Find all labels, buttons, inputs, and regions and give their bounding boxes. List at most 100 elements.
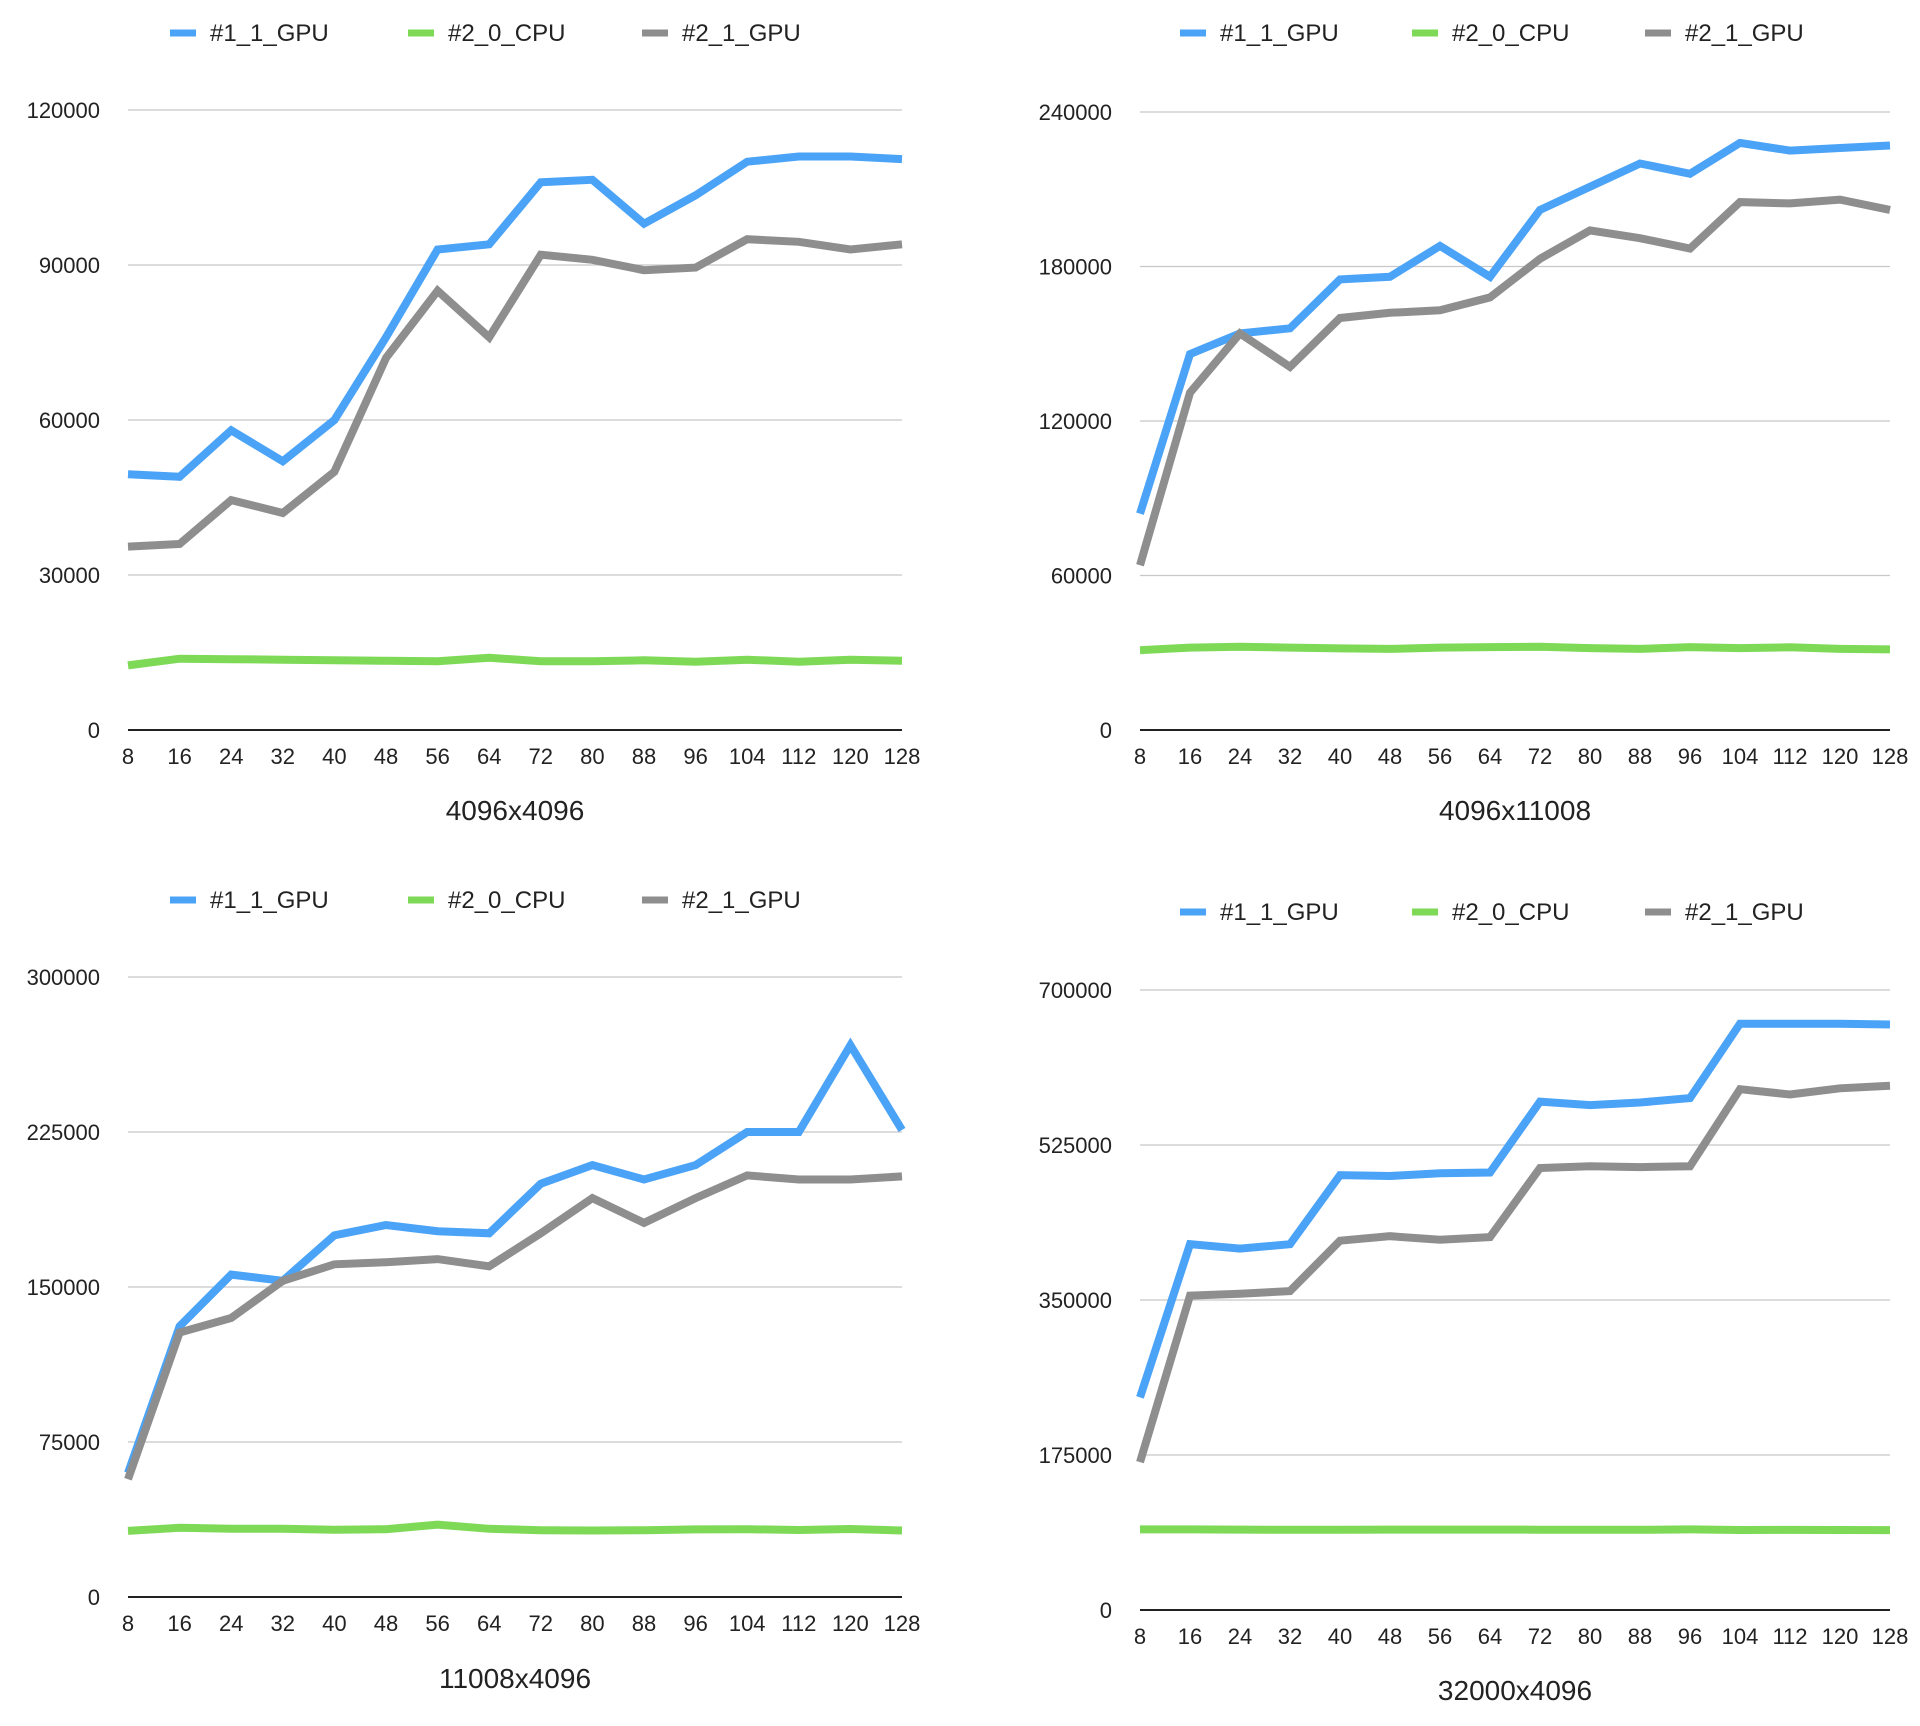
x-tick-label: 8 [1134,744,1146,769]
y-tick-label: 150000 [27,1275,100,1300]
x-tick-label: 104 [729,744,766,769]
x-tick-label: 32 [1278,1624,1302,1649]
legend-item: #1_1_GPU [1180,20,1339,47]
x-tick-label: 104 [729,1611,766,1636]
x-tick-label: 48 [1378,1624,1402,1649]
x-tick-label: 16 [1178,1624,1202,1649]
y-tick-label: 60000 [1051,564,1112,589]
x-tick-label: 48 [1378,744,1402,769]
x-tick-label: 16 [167,1611,191,1636]
x-tick-label: 64 [1478,1624,1502,1649]
y-tick-label: 350000 [1039,1288,1112,1313]
x-tick-label: 72 [1528,1624,1552,1649]
x-tick-label: 72 [529,744,553,769]
x-tick-label: 120 [832,1611,869,1636]
chart-panel-1: 0 30000 60000 90000 120000 8 16 24 32 40 48 56 64 72 8… [27,20,921,826]
x-tick-label: 80 [580,744,604,769]
series-line-1-1-GPU [1136,1019,1891,1399]
x-axis-title: 4096x4096 [446,795,585,826]
x-tick-label: 112 [781,744,816,769]
legend-label: #1_1_GPU [1220,20,1339,47]
legend-item: #2_0_CPU [408,887,565,914]
x-tick-label: 32 [1278,744,1302,769]
x-axis-title: 32000x4096 [1438,1675,1592,1706]
series-line-1-1-GPU [127,152,903,481]
y-tick-label: 700000 [1039,978,1112,1003]
y-tick-label: 120000 [27,98,100,123]
x-tick-label: 56 [425,744,449,769]
series-line-2-0-CPU [1140,1525,1891,1535]
x-tick-label: 24 [1228,1624,1252,1649]
legend-item: #2_1_GPU [642,887,801,914]
x-tick-label: 32 [271,744,295,769]
y-tick-label: 60000 [39,408,100,433]
x-tick-label: 96 [683,744,707,769]
x-tick-label: 48 [374,1611,398,1636]
x-tick-label: 32 [271,1611,295,1636]
x-tick-label: 80 [1578,1624,1602,1649]
y-tick-label: 30000 [39,563,100,588]
y-tick-label: 225000 [27,1120,100,1145]
x-tick-label: 112 [1772,1624,1807,1649]
x-tick-label: 120 [1822,1624,1859,1649]
legend-label: #2_1_GPU [1685,899,1804,926]
x-tick-label: 96 [683,1611,707,1636]
legend-item: #2_1_GPU [1645,899,1804,926]
x-tick-label: 8 [1134,1624,1146,1649]
x-tick-label: 56 [1428,744,1452,769]
series-line-2-1-GPU [124,1171,903,1481]
x-tick-label: 24 [1228,744,1252,769]
legend-item: #2_1_GPU [1645,20,1804,47]
y-tick-label: 175000 [1039,1443,1112,1468]
legend-label: #2_0_CPU [1452,899,1569,926]
series-line-2-1-GPU [127,235,903,551]
y-tick-label: 240000 [1039,100,1112,125]
x-tick-label: 88 [1628,744,1652,769]
x-tick-label: 24 [219,744,243,769]
legend-label: #2_1_GPU [682,887,801,914]
x-tick-label: 16 [1178,744,1202,769]
y-tick-label: 300000 [27,965,100,990]
x-tick-label: 88 [1628,1624,1652,1649]
y-tick-label: 90000 [39,253,100,278]
x-tick-label: 56 [1428,1624,1452,1649]
x-axis-title: 11008x4096 [439,1663,591,1694]
legend-item: #2_0_CPU [1412,20,1569,47]
y-tick-label: 0 [1100,1598,1112,1623]
chart-panel-2: 0 60000 120000 180000 240000 8 16 24 32 40 48 56 64 7… [1039,20,1909,826]
x-tick-label: 88 [632,744,656,769]
y-tick-label: 0 [1100,718,1112,743]
x-tick-label: 96 [1678,1624,1702,1649]
x-tick-label: 104 [1722,744,1759,769]
x-axis-title: 4096x11008 [1439,795,1591,826]
x-tick-label: 8 [122,744,134,769]
series-line-2-0-CPU [127,653,903,670]
y-tick-label: 120000 [1039,409,1112,434]
x-tick-label: 128 [1872,1624,1909,1649]
y-tick-label: 0 [88,718,100,743]
legend-item: #1_1_GPU [170,20,329,47]
x-tick-label: 72 [1528,744,1552,769]
legend-item: #2_0_CPU [408,20,565,47]
series-line-2-1-GPU [1136,1081,1891,1464]
series-line-1-1-GPU [1136,138,1891,515]
x-tick-label: 128 [1872,744,1909,769]
x-tick-label: 88 [632,1611,656,1636]
x-tick-label: 56 [425,1611,449,1636]
y-tick-label: 0 [88,1585,100,1610]
x-tick-label: 40 [322,1611,346,1636]
chart-panel-3: 0 75000 150000 225000 300000 8 16 24 32 40 48 56 64 7… [27,887,921,1694]
x-tick-label: 40 [1328,744,1352,769]
series-line-1-1-GPU [124,1037,906,1475]
series-line-2-0-CPU [127,1520,903,1535]
chart-panel-4: 0 175000 350000 525000 700000 8 16 24 32 40 48 56 64… [1039,899,1909,1706]
x-tick-label: 40 [322,744,346,769]
x-tick-label: 112 [781,1611,816,1636]
x-tick-label: 120 [832,744,869,769]
x-tick-label: 64 [1478,744,1502,769]
legend-label: #2_0_CPU [1452,20,1569,47]
legend-label: #1_1_GPU [210,887,329,914]
legend-item: #2_1_GPU [642,20,801,47]
x-tick-label: 64 [477,1611,501,1636]
